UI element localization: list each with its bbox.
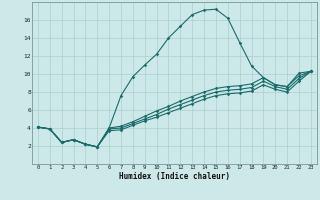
X-axis label: Humidex (Indice chaleur): Humidex (Indice chaleur) (119, 172, 230, 181)
